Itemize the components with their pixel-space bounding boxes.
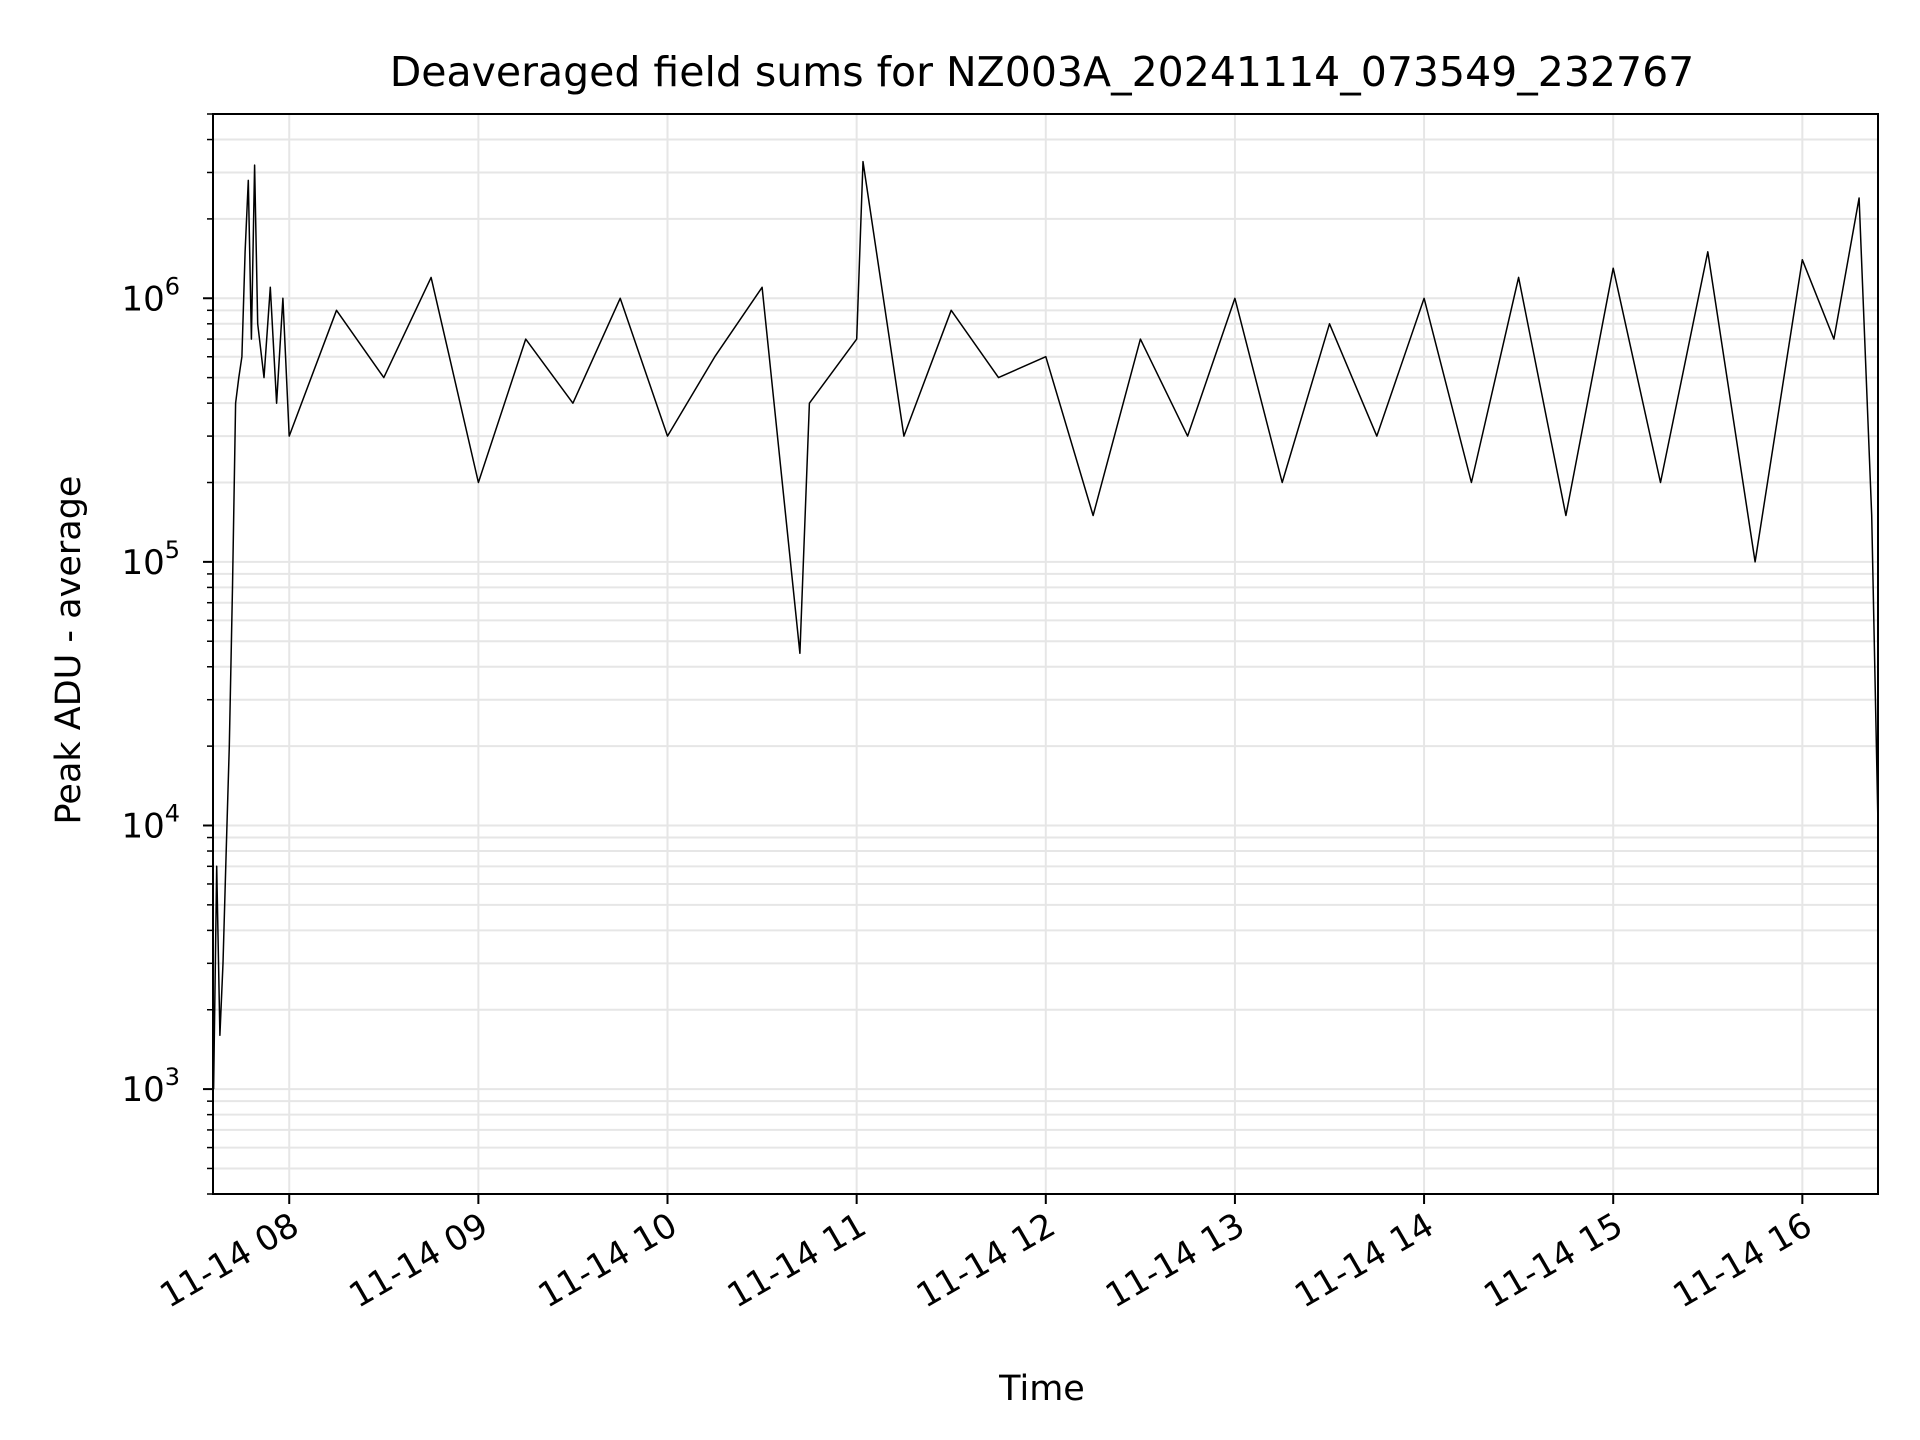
x-tick-label: 11-14 16 [1666,1205,1818,1316]
y-tick-label: 104 [121,799,180,846]
y-axis-label: Peak ADU - average [49,476,89,825]
series-layer [212,160,1879,1090]
x-tick-label: 11-14 15 [1477,1205,1629,1316]
x-tick-label: 11-14 12 [910,1205,1062,1316]
x-tick-label: 11-14 11 [721,1205,873,1316]
x-tick-label: 11-14 14 [1288,1205,1440,1316]
chart-title: Deaveraged field sums for NZ003A_2024111… [390,48,1695,96]
y-tick-label: 103 [121,1063,180,1110]
plot-frame [212,113,1879,1195]
x-tick-label: 11-14 08 [153,1205,305,1316]
grid [213,113,1878,1195]
axes: 103 104 105 106 11-14 08 11-14 09 11-14 10 11-1… [121,113,1879,1316]
x-tick-label: 11-14 09 [342,1205,494,1316]
y-tick-label: 105 [121,536,180,583]
x-axis-label: Time [998,1369,1085,1409]
x-tick-label: 11-14 13 [1099,1205,1251,1316]
series-line [212,160,1879,1090]
x-tick-label: 11-14 10 [532,1205,684,1316]
y-tick-label: 106 [121,272,180,319]
